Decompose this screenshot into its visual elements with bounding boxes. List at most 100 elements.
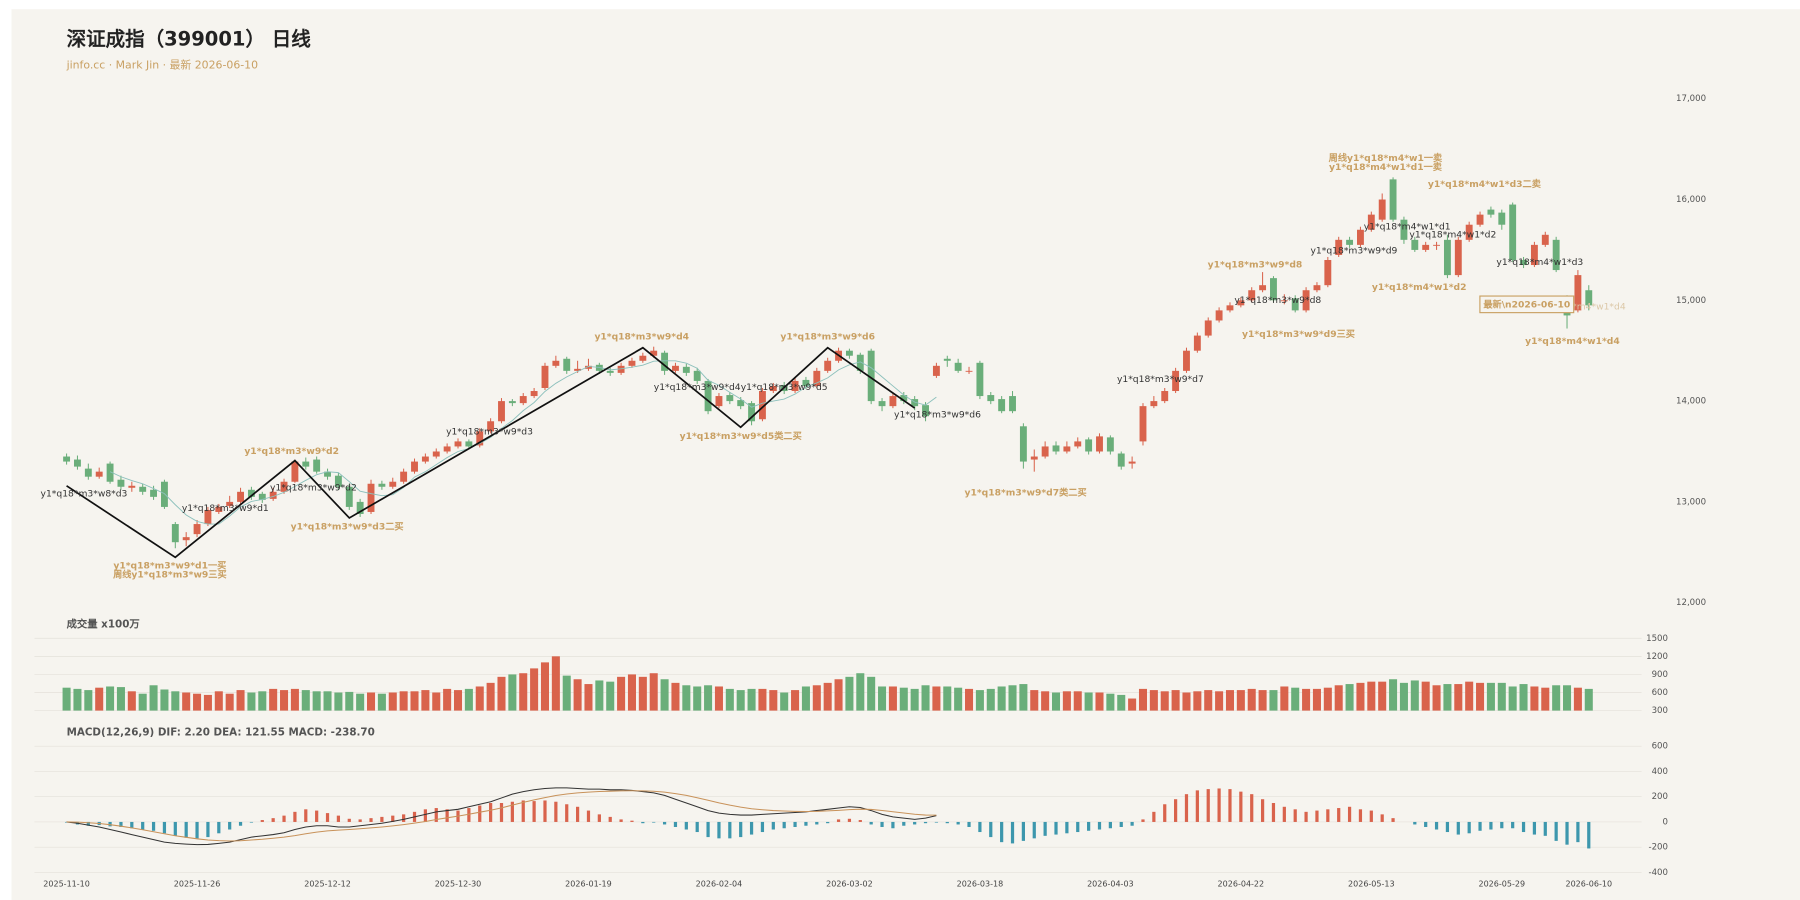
candle-body	[922, 405, 929, 417]
volume-bar	[693, 686, 702, 711]
candle-body	[171, 524, 179, 543]
volume-bar	[1117, 694, 1126, 711]
candle-body	[204, 509, 212, 525]
volume-bar	[62, 687, 71, 711]
macd-bar	[402, 814, 406, 822]
candle-body	[541, 365, 549, 388]
macd-bar	[641, 821, 645, 824]
candle-body	[432, 451, 440, 457]
volume-bar	[508, 674, 517, 711]
volume-bar	[475, 686, 484, 711]
annotation: y1*q18*m3*w9*d2	[270, 483, 357, 494]
candle-body	[563, 358, 571, 371]
candle-body	[943, 358, 951, 361]
volume-bar	[334, 692, 343, 711]
volume-bar	[714, 686, 723, 711]
volume-bar	[671, 682, 680, 711]
macd-bar	[1043, 821, 1047, 836]
candle-body	[1367, 214, 1375, 230]
macd-bar	[565, 804, 569, 822]
x-tick-label: 2025-11-26	[174, 879, 221, 888]
candle-body	[1530, 244, 1538, 266]
macd-bar	[1076, 821, 1080, 833]
candle-body	[302, 461, 310, 467]
candle-body	[1052, 445, 1060, 452]
macd-bar	[1369, 810, 1373, 822]
candle-body	[704, 380, 712, 412]
macd-bar	[271, 818, 275, 822]
volume-bar	[182, 692, 191, 711]
macd-bar	[717, 821, 721, 839]
candle-body	[1443, 239, 1451, 276]
candle-body	[443, 446, 451, 452]
volume-bar	[1073, 691, 1082, 711]
candle-body	[1324, 259, 1332, 286]
volume-bar	[367, 692, 376, 711]
volume-bar	[845, 676, 854, 711]
macd-bar	[391, 815, 395, 822]
volume-bar	[638, 676, 647, 711]
candle-body	[856, 354, 864, 371]
annotation: y1*q18*m3*w9*d3二买	[291, 522, 404, 533]
volume-bar	[1573, 687, 1582, 711]
y-tick-label: 0	[1663, 817, 1668, 827]
macd-bar	[1163, 804, 1167, 822]
y-tick-label: 1500	[1646, 634, 1668, 644]
volume-bar	[758, 688, 767, 711]
volume-bar	[943, 686, 952, 711]
macd-bar	[826, 821, 830, 824]
macd-line	[66, 790, 937, 842]
macd-bar	[260, 820, 264, 822]
macd-bar	[739, 821, 743, 838]
volume-bar	[116, 687, 125, 711]
candle-body	[998, 399, 1006, 412]
macd-bar	[1358, 809, 1363, 822]
macd-bar	[1032, 821, 1036, 839]
volume-bar	[921, 685, 930, 711]
y-tick-label: 1200	[1646, 652, 1668, 662]
volume-bar	[530, 668, 539, 711]
candle-body	[1585, 290, 1593, 306]
macd-bar	[782, 821, 786, 829]
candle-body	[617, 365, 625, 373]
macd-bar	[913, 821, 917, 825]
volume-bar	[986, 688, 995, 711]
candle-body	[1215, 310, 1223, 321]
macd-bar	[489, 802, 493, 822]
macd-bar	[532, 801, 536, 822]
volume-bar	[1236, 690, 1245, 711]
volume-bar	[1563, 685, 1572, 711]
annotation: y1*q18*m3*w9*d8	[1208, 259, 1303, 270]
macd-bar	[1293, 809, 1297, 822]
candle-body	[367, 483, 375, 512]
annotation: y1*q18*m3*w9*d8	[1234, 295, 1321, 306]
macd-bar	[989, 821, 993, 838]
macd-bar	[1065, 821, 1069, 834]
candle-body	[258, 493, 266, 500]
macd-bar	[1108, 821, 1112, 829]
macd-bar	[1337, 808, 1341, 822]
volume-bar	[73, 688, 82, 711]
macd-bar	[1260, 799, 1265, 822]
macd-bar	[728, 821, 732, 839]
candle-body	[117, 479, 125, 487]
macd-bar	[304, 809, 308, 822]
candle-body	[693, 370, 701, 381]
candle-body	[1139, 406, 1147, 442]
volume-bar	[1541, 687, 1550, 711]
macd-bar	[978, 821, 982, 833]
volume-bar	[791, 690, 800, 711]
x-tick-label: 2026-02-04	[696, 879, 743, 888]
volume-bar	[149, 685, 158, 711]
volume-bar	[584, 684, 593, 711]
annotation: y1*q18*m3*w9*d4	[594, 331, 689, 342]
volume-bar	[595, 680, 604, 711]
volume-bar	[1030, 690, 1039, 711]
y-tick-label: 900	[1652, 670, 1668, 680]
macd-bar	[141, 821, 145, 830]
macd-bar	[869, 821, 873, 825]
macd-bar	[478, 805, 482, 822]
volume-bar	[345, 691, 354, 711]
volume-bar	[399, 691, 408, 711]
macd-bar	[1576, 821, 1580, 843]
